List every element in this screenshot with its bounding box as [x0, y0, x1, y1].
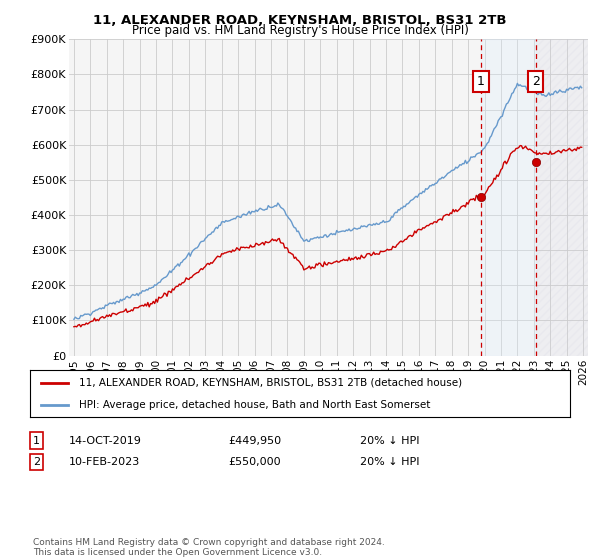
Text: £449,950: £449,950	[228, 436, 281, 446]
Text: 11, ALEXANDER ROAD, KEYNSHAM, BRISTOL, BS31 2TB (detached house): 11, ALEXANDER ROAD, KEYNSHAM, BRISTOL, B…	[79, 378, 462, 388]
Text: 1: 1	[477, 75, 485, 88]
Text: 1: 1	[33, 436, 40, 446]
Text: £550,000: £550,000	[228, 457, 281, 467]
Text: HPI: Average price, detached house, Bath and North East Somerset: HPI: Average price, detached house, Bath…	[79, 400, 430, 410]
Text: 20% ↓ HPI: 20% ↓ HPI	[360, 457, 419, 467]
Text: 2: 2	[33, 457, 40, 467]
Text: 14-OCT-2019: 14-OCT-2019	[69, 436, 142, 446]
Text: 10-FEB-2023: 10-FEB-2023	[69, 457, 140, 467]
Bar	[481, 39, 536, 356]
Text: 11, ALEXANDER ROAD, KEYNSHAM, BRISTOL, BS31 2TB: 11, ALEXANDER ROAD, KEYNSHAM, BRISTOL, B…	[93, 14, 507, 27]
Text: Price paid vs. HM Land Registry's House Price Index (HPI): Price paid vs. HM Land Registry's House …	[131, 24, 469, 37]
Text: 2: 2	[532, 75, 539, 88]
Text: Contains HM Land Registry data © Crown copyright and database right 2024.
This d: Contains HM Land Registry data © Crown c…	[33, 538, 385, 557]
Bar	[536, 39, 588, 356]
Text: 20% ↓ HPI: 20% ↓ HPI	[360, 436, 419, 446]
